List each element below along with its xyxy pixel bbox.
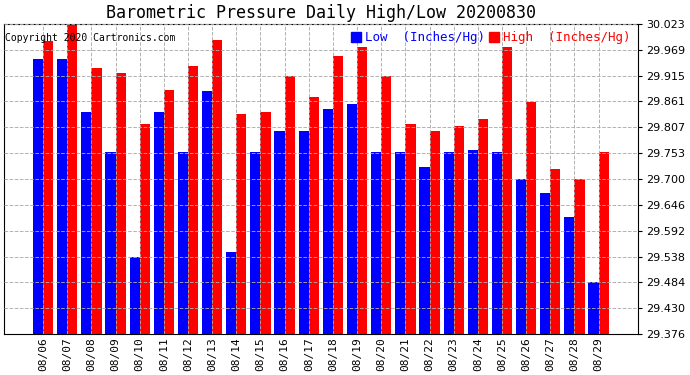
Legend: Low  (Inches/Hg), High  (Inches/Hg): Low (Inches/Hg), High (Inches/Hg): [350, 30, 631, 45]
Bar: [551, 169, 560, 334]
Bar: [285, 76, 295, 334]
Bar: [67, 23, 77, 334]
Bar: [250, 152, 261, 334]
Bar: [130, 257, 139, 334]
Bar: [154, 112, 164, 334]
Bar: [299, 131, 309, 334]
Bar: [309, 97, 319, 334]
Bar: [178, 152, 188, 334]
Title: Barometric Pressure Daily High/Low 20200830: Barometric Pressure Daily High/Low 20200…: [106, 4, 536, 22]
Bar: [212, 40, 222, 334]
Bar: [454, 126, 464, 334]
Bar: [371, 152, 382, 334]
Bar: [395, 152, 406, 334]
Bar: [382, 76, 391, 334]
Bar: [516, 179, 526, 334]
Bar: [202, 92, 212, 334]
Bar: [599, 152, 609, 334]
Bar: [502, 47, 512, 334]
Bar: [406, 124, 415, 334]
Bar: [430, 131, 440, 334]
Bar: [540, 193, 551, 334]
Bar: [91, 68, 101, 334]
Bar: [33, 59, 43, 334]
Bar: [261, 112, 270, 334]
Bar: [188, 66, 198, 334]
Bar: [478, 119, 488, 334]
Bar: [347, 104, 357, 334]
Bar: [420, 167, 430, 334]
Bar: [526, 102, 536, 334]
Bar: [564, 217, 575, 334]
Bar: [589, 282, 599, 334]
Bar: [164, 90, 174, 334]
Bar: [333, 56, 343, 334]
Bar: [275, 131, 285, 334]
Bar: [237, 114, 246, 334]
Bar: [139, 124, 150, 334]
Bar: [106, 152, 115, 334]
Bar: [43, 40, 53, 334]
Bar: [323, 109, 333, 334]
Bar: [115, 73, 126, 334]
Bar: [468, 150, 478, 334]
Bar: [57, 59, 67, 334]
Bar: [444, 152, 454, 334]
Bar: [357, 47, 367, 334]
Bar: [81, 112, 91, 334]
Bar: [575, 179, 584, 334]
Bar: [226, 252, 237, 334]
Bar: [492, 152, 502, 334]
Text: Copyright 2020 Cartronics.com: Copyright 2020 Cartronics.com: [6, 33, 176, 43]
